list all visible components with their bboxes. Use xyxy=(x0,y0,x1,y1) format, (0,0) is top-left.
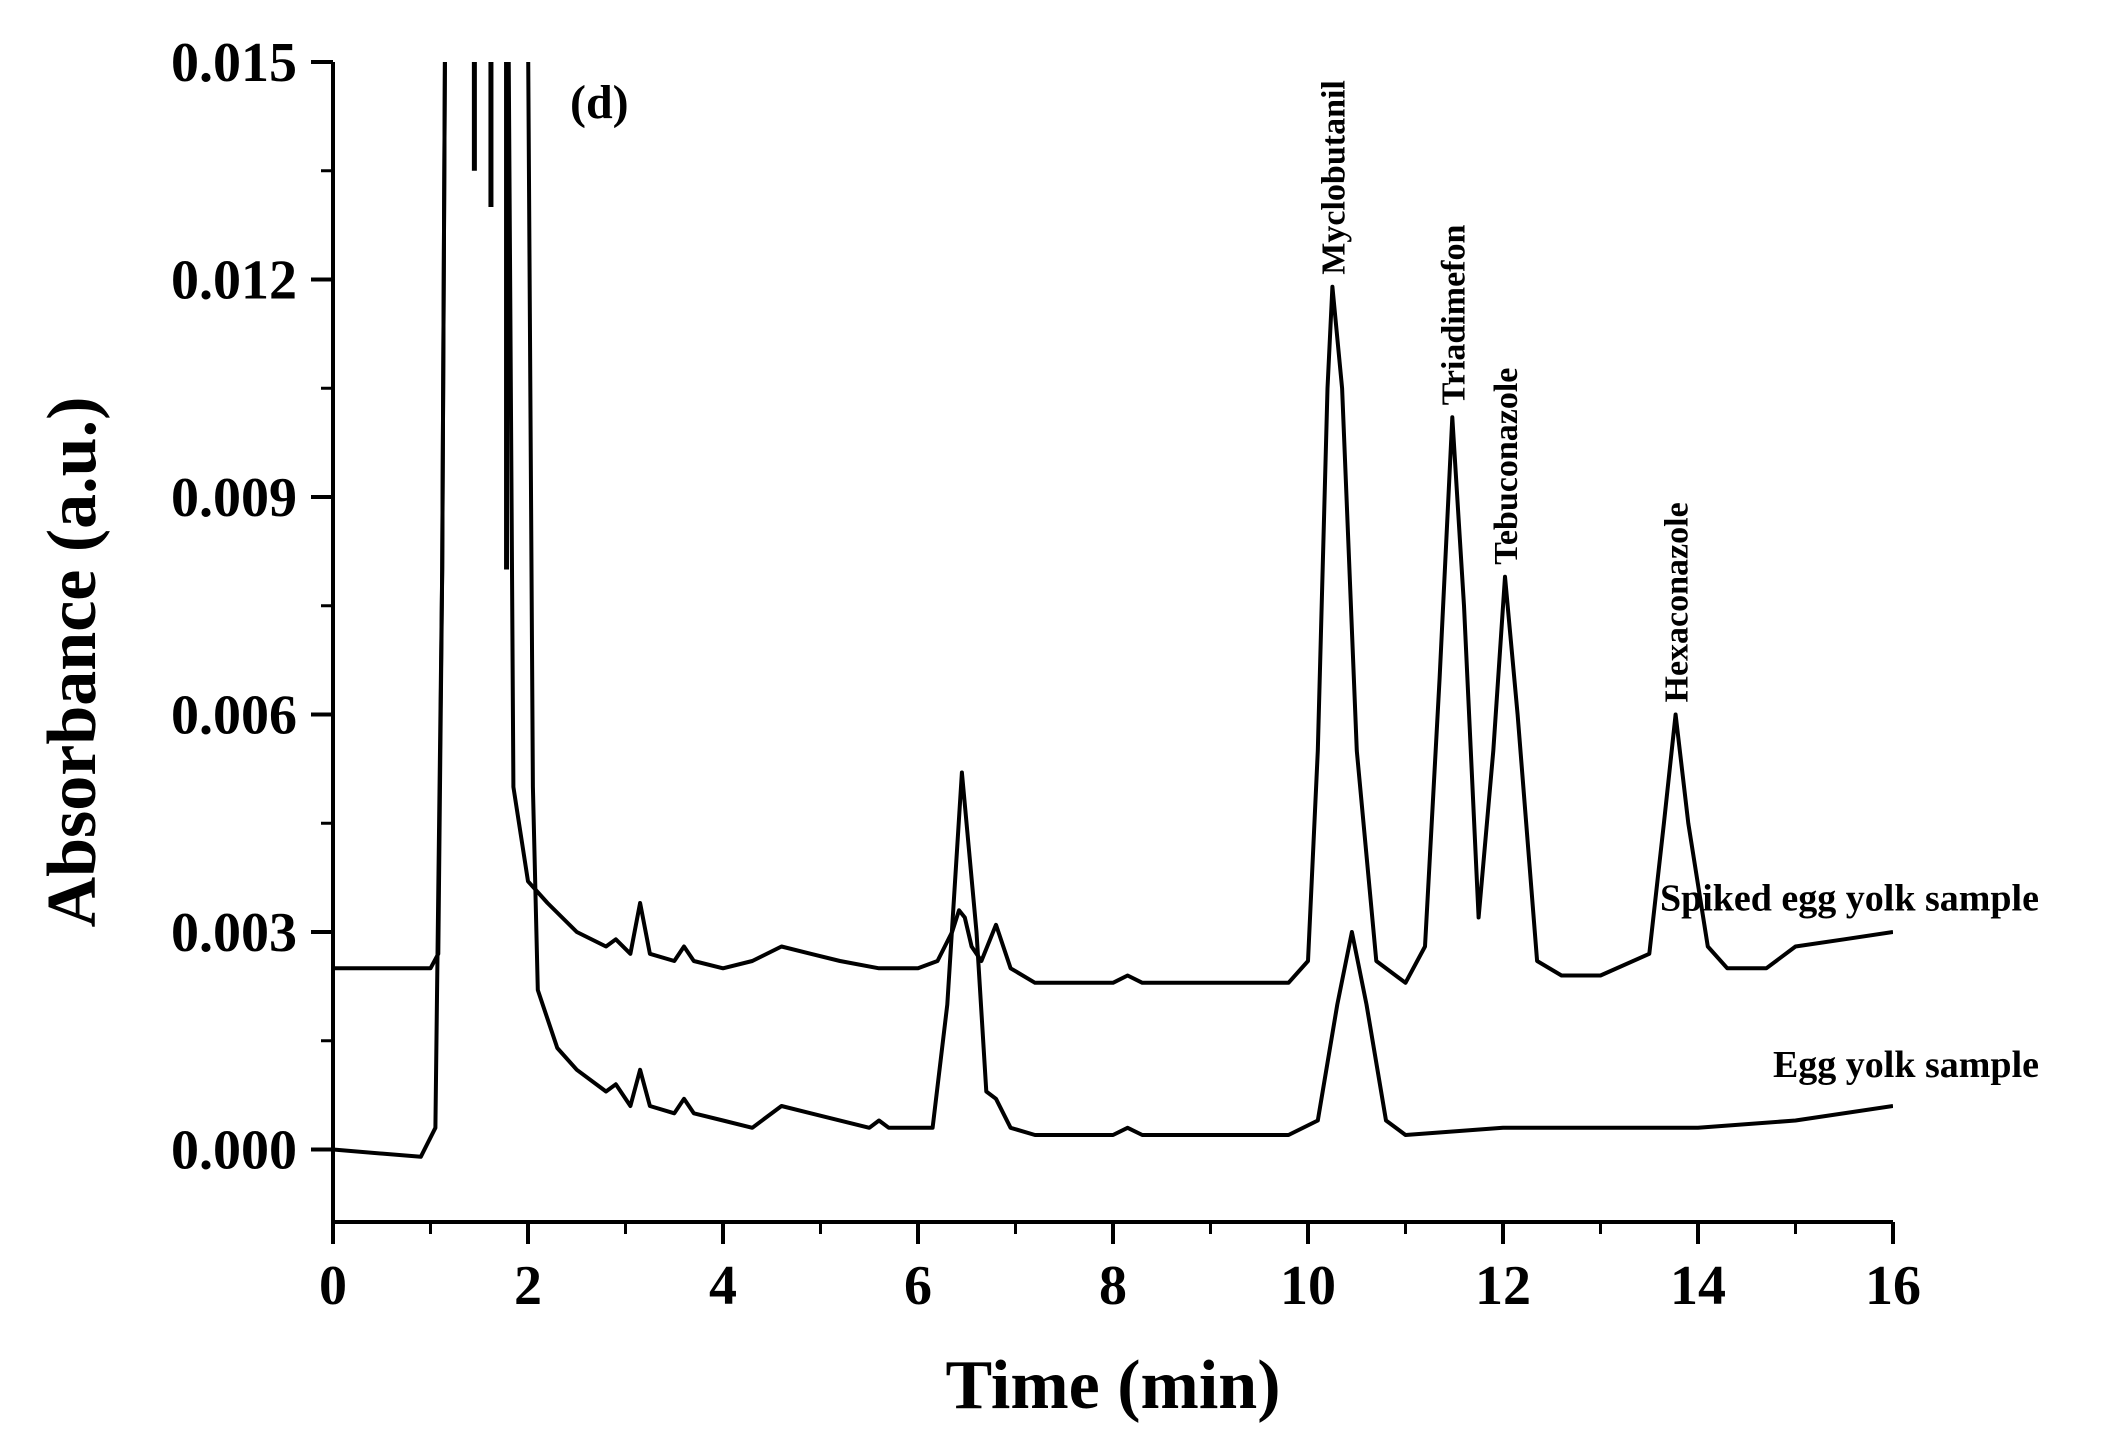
y-axis-ticks: 0.000 0.003 0.006 0.009 0.012 0.015 xyxy=(171,32,333,1182)
panel-label: (d) xyxy=(570,76,629,129)
x-tick-label: 10 xyxy=(1280,1255,1336,1317)
y-axis-title: Absorbance (a.u.) xyxy=(34,397,111,928)
x-tick-label: 4 xyxy=(709,1255,737,1317)
y-tick-label: 0.003 xyxy=(171,902,297,964)
peak-label: Hexaconazole xyxy=(1659,502,1696,702)
y-tick-label: 0.015 xyxy=(171,32,297,94)
x-tick-label: 12 xyxy=(1475,1255,1531,1317)
x-tick-label: 8 xyxy=(1099,1255,1127,1317)
x-axis-title: Time (min) xyxy=(945,1347,1280,1424)
x-axis-ticks: 0 2 4 6 8 10 12 14 16 xyxy=(319,1222,1921,1317)
x-tick-label: 16 xyxy=(1865,1255,1921,1317)
egg-yolk-trace xyxy=(333,62,1893,1159)
spiked-egg-yolk-trace xyxy=(333,62,1893,985)
x-tick-label: 0 xyxy=(319,1255,347,1317)
x-tick-label: 6 xyxy=(904,1255,932,1317)
y-tick-label: 0.009 xyxy=(171,467,297,529)
y-tick-label: 0.000 xyxy=(171,1120,297,1182)
annotations: Myclobutanil Triadimefon Tebuconazole Hexac… xyxy=(1315,80,2039,1086)
trace-label: Egg yolk sample xyxy=(1773,1044,2039,1086)
y-tick-label: 0.012 xyxy=(171,250,297,312)
peak-label: Tebuconazole xyxy=(1488,368,1525,565)
peak-label: Triadimefon xyxy=(1435,225,1472,406)
trace-label: Spiked egg yolk sample xyxy=(1660,877,2039,919)
traces xyxy=(333,62,1893,1159)
peak-label: Myclobutanil xyxy=(1315,80,1352,275)
x-tick-label: 2 xyxy=(514,1255,542,1317)
y-tick-label: 0.006 xyxy=(171,685,297,747)
x-tick-label: 14 xyxy=(1670,1255,1726,1317)
